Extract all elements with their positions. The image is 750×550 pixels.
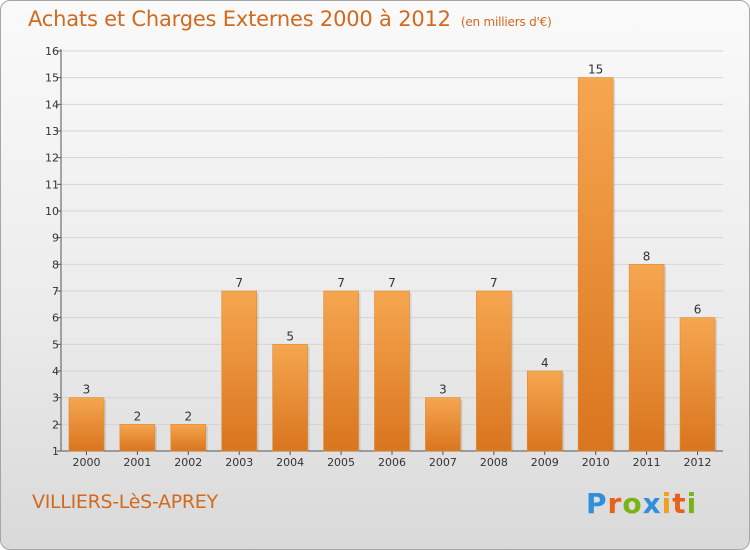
- x-tick-label: 2003: [225, 456, 253, 469]
- bar: [119, 424, 156, 452]
- bar: [170, 424, 207, 452]
- bar-value-label: 2: [184, 409, 192, 423]
- y-tick-label: 16: [45, 45, 59, 58]
- x-tick-label: 2009: [531, 456, 559, 469]
- bar: [577, 77, 614, 452]
- logo-letter: i: [686, 487, 698, 520]
- y-tick-label: 7: [52, 285, 59, 298]
- y-tick-label: 14: [45, 98, 59, 111]
- x-tick-label: 2001: [123, 456, 151, 469]
- logo-letter: P: [586, 487, 608, 520]
- labels: 1234567891011121314151632000220012200272…: [45, 45, 712, 469]
- bar: [476, 290, 512, 452]
- bar: [272, 344, 308, 452]
- y-tick-label: 13: [45, 125, 59, 138]
- x-tick-label: 2005: [327, 456, 355, 469]
- logo-letter: o: [622, 487, 643, 520]
- bar: [374, 290, 410, 452]
- logo-letter: r: [607, 487, 623, 520]
- x-tick-label: 2004: [276, 456, 304, 469]
- bar-value-label: 3: [439, 383, 447, 397]
- y-tick-label: 10: [45, 205, 59, 218]
- chart-unit: (en milliers d'€): [460, 15, 552, 29]
- bar-value-label: 5: [286, 329, 294, 343]
- y-tick-label: 8: [52, 258, 59, 271]
- x-tick-label: 2000: [72, 456, 100, 469]
- y-tick-label: 11: [45, 178, 59, 191]
- bar-value-label: 7: [235, 276, 243, 290]
- y-tick-label: 3: [52, 392, 59, 405]
- bar: [221, 290, 258, 452]
- bar: [425, 397, 461, 452]
- location-name: VILLIERS-LèS-APREY: [32, 491, 218, 513]
- x-tick-label: 2007: [429, 456, 457, 469]
- logo-letter: t: [672, 487, 687, 520]
- x-tick-label: 2006: [378, 456, 406, 469]
- y-tick-label: 1: [52, 445, 59, 458]
- x-tick-label: 2012: [684, 456, 712, 469]
- bar: [628, 264, 665, 452]
- y-tick-label: 9: [52, 232, 59, 245]
- bars: [68, 77, 718, 452]
- bar-value-label: 7: [337, 276, 345, 290]
- x-tick-label: 2011: [633, 456, 661, 469]
- logo-letter: x: [642, 487, 662, 520]
- y-tick-label: 5: [52, 338, 59, 351]
- bar: [323, 290, 359, 452]
- bar-value-label: 7: [388, 276, 396, 290]
- logo-letter: i: [661, 487, 673, 520]
- x-tick-label: 2008: [480, 456, 508, 469]
- bar-value-label: 2: [134, 409, 142, 423]
- bar-value-label: 3: [83, 383, 91, 397]
- y-tick-label: 2: [52, 418, 59, 431]
- x-tick-label: 2002: [174, 456, 202, 469]
- bar: [526, 370, 563, 452]
- chart-title: Achats et Charges Externes 2000 à 2012 (e…: [28, 7, 552, 31]
- y-tick-label: 15: [45, 72, 59, 85]
- chart-title-text: Achats et Charges Externes 2000 à 2012: [28, 7, 451, 31]
- bar-value-label: 15: [588, 63, 603, 77]
- bar: [68, 397, 105, 452]
- y-tick-label: 4: [52, 365, 59, 378]
- proxiti-logo[interactable]: Proxiti: [586, 487, 697, 520]
- bar: [679, 317, 716, 452]
- bar-value-label: 4: [541, 356, 549, 370]
- y-tick-label: 6: [52, 312, 59, 325]
- y-tick-label: 12: [45, 152, 59, 165]
- bar-value-label: 7: [490, 276, 498, 290]
- bar-value-label: 8: [643, 249, 651, 263]
- x-tick-label: 2010: [582, 456, 610, 469]
- bar-value-label: 6: [694, 303, 702, 317]
